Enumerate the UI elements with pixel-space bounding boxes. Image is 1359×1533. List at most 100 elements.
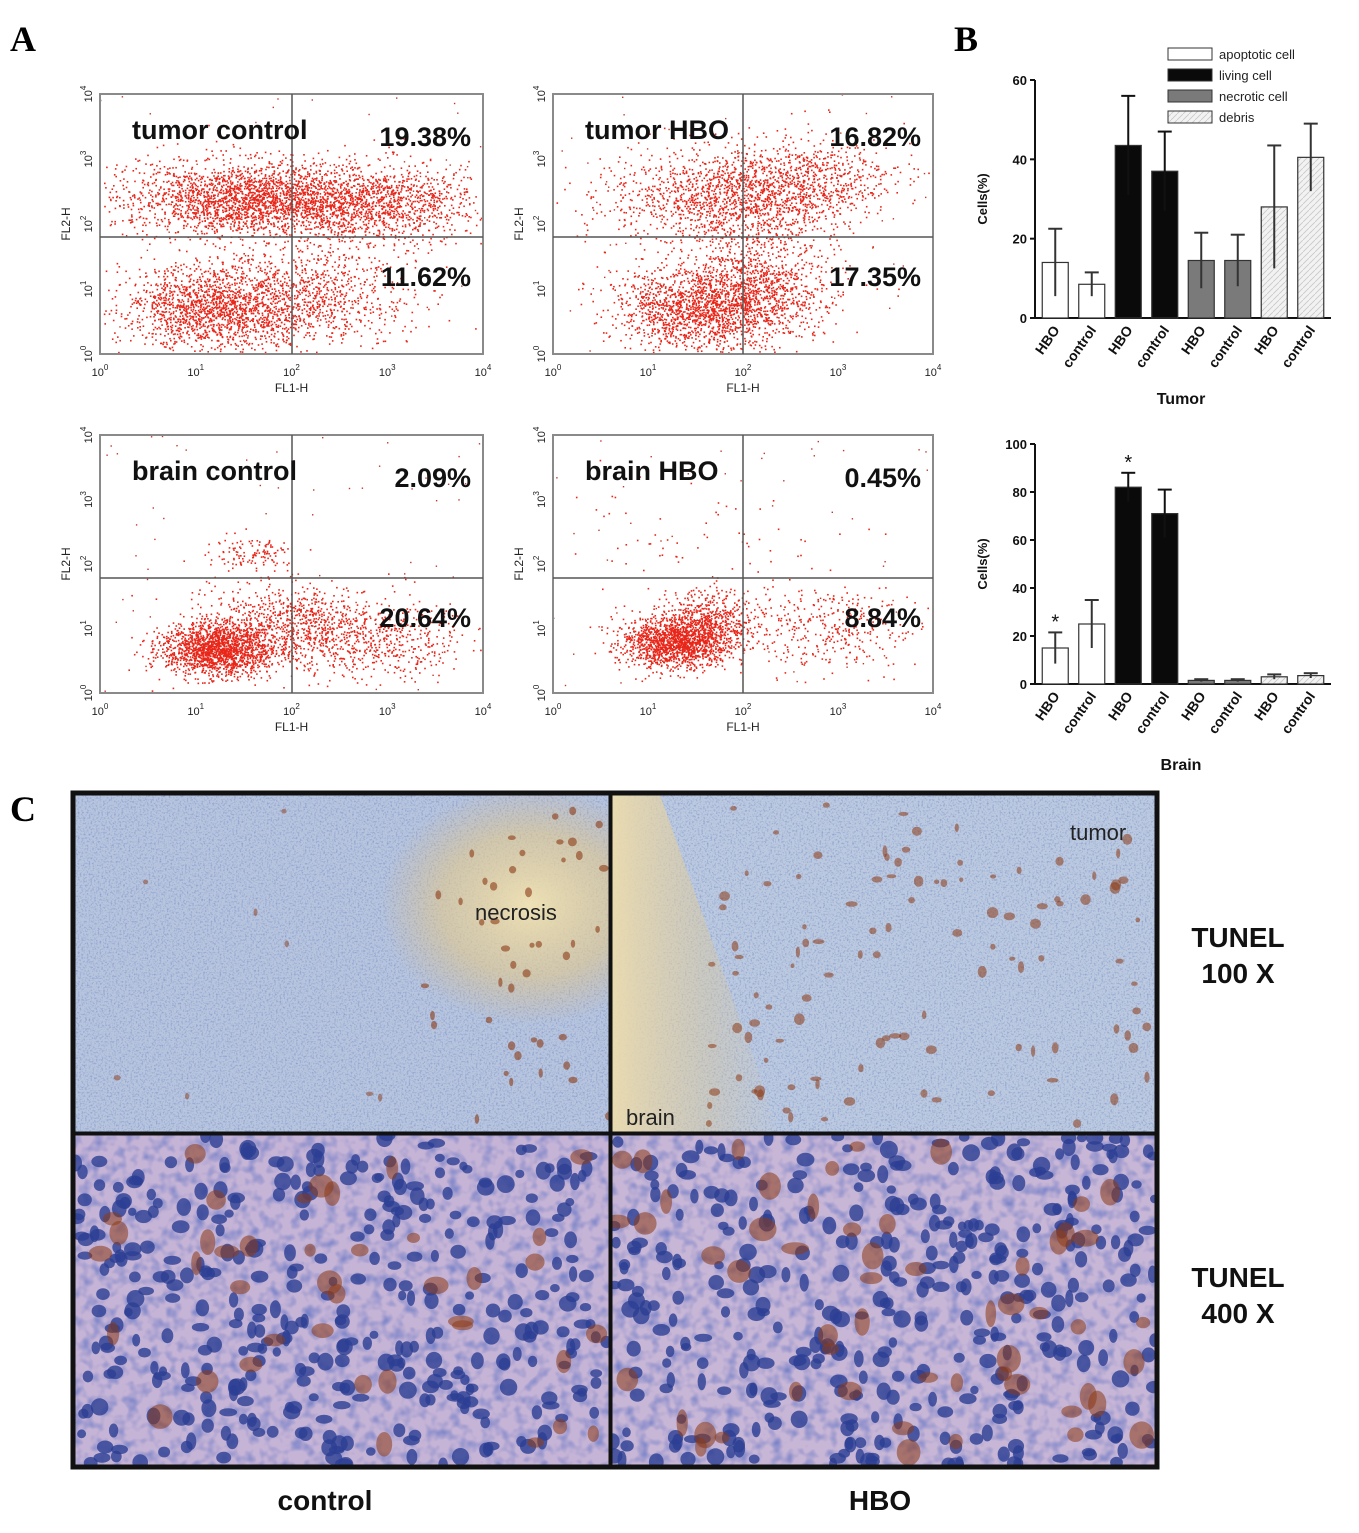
x-tick-label: 104: [475, 702, 492, 718]
legend-entry: living cell: [1219, 68, 1272, 83]
x-category-label: HBO: [1178, 322, 1209, 357]
x-category-label: control: [1278, 323, 1318, 371]
flow-dots: [104, 435, 482, 692]
y-tick-label: 102: [79, 215, 95, 232]
x-tick-label: 103: [379, 363, 396, 379]
upper-right-percentage: 19.38%: [379, 122, 471, 152]
y-tick-label: 102: [532, 215, 548, 232]
micrograph-control-400x: [75, 1135, 609, 1465]
bar-legend: apoptotic cell living cell necrotic cell de…: [1167, 47, 1295, 125]
flow-plot: brain HBO 0.45% 8.84% 100 101 102 103 104 100 101…: [512, 426, 942, 734]
x-axis-label: Brain: [1161, 757, 1202, 774]
flow-dots: [100, 96, 483, 354]
col-label-control: control: [277, 1485, 373, 1516]
flow-plot-title: tumor control: [132, 115, 308, 145]
y-axis-label: FL2-H: [512, 207, 526, 240]
x-tick-label: 101: [187, 363, 204, 379]
legend-swatch: [1167, 47, 1213, 61]
x-tick-label: 100: [545, 702, 562, 718]
x-tick-label: 103: [830, 702, 847, 718]
x-tick-label: 102: [735, 702, 752, 718]
x-tick-label: 102: [735, 363, 752, 379]
y-tick-label: 100: [532, 345, 548, 362]
y-tick-label: 20: [1013, 232, 1027, 247]
y-tick-label: 100: [532, 684, 548, 701]
x-category-label: HBO: [1105, 688, 1136, 723]
significance-marker: *: [1051, 611, 1059, 633]
flow-plot: tumor HBO 16.82% 17.35% 100 101 102 103 104 100 1…: [512, 85, 942, 395]
y-tick-label: 104: [532, 426, 548, 443]
legend-entry: debris: [1219, 110, 1255, 125]
necrosis-label: necrosis: [475, 900, 557, 925]
x-tick-label: 104: [475, 363, 492, 379]
y-tick-label: 40: [1013, 581, 1027, 596]
micrograph-hbo-100x: [612, 795, 1155, 1132]
x-tick-label: 103: [379, 702, 396, 718]
panel-c-label: C: [10, 789, 36, 829]
row-label-400x: TUNEL 400 X: [1168, 1260, 1308, 1332]
y-tick-label: 80: [1013, 485, 1027, 500]
upper-right-percentage: 16.82%: [829, 122, 921, 152]
flow-plot-title: tumor HBO: [585, 115, 729, 145]
y-tick-label: 101: [532, 620, 548, 637]
x-category-label: HBO: [1032, 322, 1063, 357]
y-tick-label: 103: [79, 491, 95, 508]
flow-dots: [556, 94, 930, 354]
y-tick-label: 101: [532, 280, 548, 297]
x-category-label: control: [1132, 323, 1172, 371]
y-tick-label: 103: [532, 150, 548, 167]
y-axis-label: FL2-H: [59, 207, 73, 240]
x-category-label: control: [1059, 689, 1099, 737]
row-label-100x: TUNEL 100 X: [1168, 920, 1308, 992]
y-axis-label: FL2-H: [59, 547, 73, 580]
y-tick-label: 101: [79, 620, 95, 637]
x-tick-label: 104: [925, 702, 942, 718]
flow-plot-title: brain HBO: [585, 456, 719, 486]
y-axis-label: Cells(%): [975, 538, 990, 589]
tumor-label: tumor: [1070, 820, 1126, 845]
flow-dots: [553, 440, 929, 687]
x-category-label: control: [1205, 323, 1245, 371]
micrograph-hbo-400x: [612, 1135, 1155, 1465]
y-tick-label: 100: [1005, 437, 1027, 452]
y-tick-label: 104: [79, 426, 95, 443]
row-label-100x-line2: 100 X: [1201, 958, 1275, 989]
x-category-label: control: [1059, 323, 1099, 371]
lower-right-percentage: 11.62%: [381, 262, 471, 292]
x-tick-label: 101: [640, 702, 657, 718]
y-tick-label: 102: [79, 555, 95, 572]
y-tick-label: 60: [1013, 73, 1027, 88]
y-tick-label: 103: [79, 150, 95, 167]
y-tick-label: 60: [1013, 533, 1027, 548]
x-tick-label: 102: [283, 702, 300, 718]
upper-right-percentage: 2.09%: [394, 463, 471, 493]
row-label-400x-line1: TUNEL: [1191, 1262, 1285, 1293]
legend-swatch: [1167, 89, 1213, 103]
row-label-100x-line1: TUNEL: [1191, 922, 1285, 953]
y-tick-label: 20: [1013, 629, 1027, 644]
x-axis-label: FL1-H: [726, 720, 759, 734]
x-tick-label: 100: [92, 363, 109, 379]
x-tick-label: 101: [640, 363, 657, 379]
legend-entry: necrotic cell: [1219, 89, 1288, 104]
y-tick-label: 100: [79, 684, 95, 701]
x-category-label: HBO: [1251, 322, 1282, 357]
x-tick-label: 102: [283, 363, 300, 379]
y-axis-label: Cells(%): [975, 173, 990, 224]
x-tick-label: 101: [187, 702, 204, 718]
flow-plot: brain control 2.09% 20.64% 100 101 102 103 104 1…: [59, 426, 492, 734]
bar: [1114, 486, 1142, 685]
y-tick-label: 104: [532, 85, 548, 102]
y-tick-label: 0: [1020, 311, 1027, 326]
row-label-400x-line2: 400 X: [1201, 1298, 1275, 1329]
lower-right-percentage: 20.64%: [379, 603, 471, 633]
x-category-label: HBO: [1178, 688, 1209, 723]
brain-bar-chart: 020406080100Cells(%)*HBOcontrol*HBOcontr…: [975, 437, 1331, 774]
y-tick-label: 101: [79, 280, 95, 297]
brain-label: brain: [626, 1105, 675, 1130]
x-category-label: control: [1205, 689, 1245, 737]
upper-right-percentage: 0.45%: [844, 463, 921, 493]
y-axis-label: FL2-H: [512, 547, 526, 580]
flow-plot: tumor control 19.38% 11.62% 100 101 102 103 104…: [59, 85, 492, 395]
lower-right-percentage: 17.35%: [829, 262, 921, 292]
